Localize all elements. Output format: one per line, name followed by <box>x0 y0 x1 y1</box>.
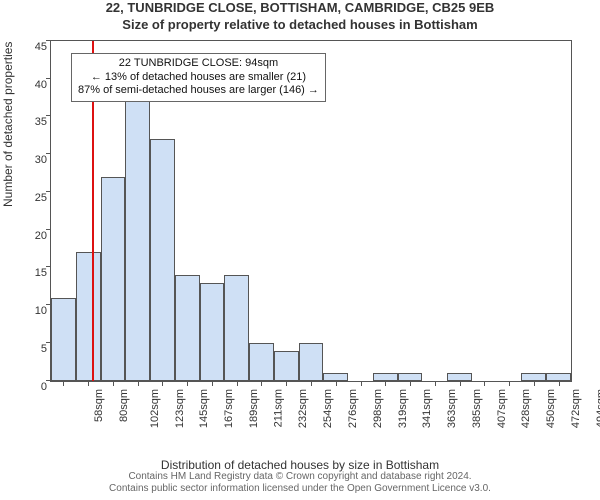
y-tick-mark <box>46 191 51 192</box>
x-tick-label: 189sqm <box>248 389 260 428</box>
footer-line-1: Contains HM Land Registry data © Crown c… <box>0 471 600 483</box>
x-tick-label: 276sqm <box>347 389 359 428</box>
y-tick-mark <box>46 153 51 154</box>
histogram-bar <box>200 283 225 381</box>
histogram-bar <box>299 343 324 381</box>
x-tick-label: 319sqm <box>397 389 409 428</box>
y-tick-label: 10 <box>23 305 47 317</box>
histogram-bar <box>249 343 274 381</box>
chart-plot-area: 05101520253035404558sqm80sqm102sqm123sqm… <box>50 40 572 382</box>
x-tick-mark <box>311 381 312 386</box>
x-tick-label: 123sqm <box>174 389 186 428</box>
x-tick-label: 254sqm <box>322 389 334 428</box>
annotation-line: 87% of semi-detached houses are larger (… <box>78 84 319 98</box>
x-tick-label: 80sqm <box>118 389 130 422</box>
histogram-bar <box>150 139 175 381</box>
x-tick-mark <box>336 381 337 386</box>
histogram-bar <box>323 373 348 381</box>
histogram-bar <box>274 351 299 381</box>
x-tick-mark <box>187 381 188 386</box>
y-axis-label: Number of detached properties <box>1 42 15 207</box>
y-tick-label: 20 <box>23 230 47 242</box>
y-tick-mark <box>46 40 51 41</box>
histogram-bar <box>125 101 150 381</box>
histogram-bar <box>101 177 126 381</box>
x-tick-label: 385sqm <box>471 389 483 428</box>
x-tick-mark <box>162 381 163 386</box>
chart-title: 22, TUNBRIDGE CLOSE, BOTTISHAM, CAMBRIDG… <box>0 0 600 34</box>
x-tick-label: 428sqm <box>520 389 532 428</box>
x-tick-label: 407sqm <box>496 389 508 428</box>
x-tick-mark <box>509 381 510 386</box>
x-tick-mark <box>237 381 238 386</box>
x-tick-label: 58sqm <box>93 389 105 422</box>
title-line-2: Size of property relative to detached ho… <box>0 17 600 34</box>
y-tick-label: 25 <box>23 192 47 204</box>
x-tick-label: 145sqm <box>199 389 211 428</box>
x-tick-label: 167sqm <box>223 389 235 428</box>
y-tick-label: 15 <box>23 267 47 279</box>
annotation-line: 22 TUNBRIDGE CLOSE: 94sqm <box>78 57 319 71</box>
footer-attribution: Contains HM Land Registry data © Crown c… <box>0 471 600 495</box>
y-tick-label: 0 <box>23 381 47 393</box>
x-tick-label: 341sqm <box>421 389 433 428</box>
histogram-bar <box>398 373 423 381</box>
histogram-bar <box>224 275 249 381</box>
x-tick-mark <box>534 381 535 386</box>
x-tick-mark <box>559 381 560 386</box>
x-tick-mark <box>385 381 386 386</box>
x-tick-mark <box>460 381 461 386</box>
x-tick-mark <box>113 381 114 386</box>
x-tick-label: 298sqm <box>372 389 384 428</box>
x-tick-mark <box>484 381 485 386</box>
y-tick-label: 35 <box>23 116 47 128</box>
x-tick-label: 494sqm <box>595 389 600 428</box>
y-tick-label: 5 <box>23 343 47 355</box>
histogram-bar <box>373 373 398 381</box>
y-tick-mark <box>46 78 51 79</box>
histogram-bar <box>175 275 200 381</box>
x-tick-mark <box>435 381 436 386</box>
y-tick-mark <box>46 266 51 267</box>
annotation-box: 22 TUNBRIDGE CLOSE: 94sqm← 13% of detach… <box>71 53 326 102</box>
x-axis-label: Distribution of detached houses by size … <box>0 458 600 472</box>
x-tick-label: 363sqm <box>446 389 458 428</box>
y-tick-label: 45 <box>23 41 47 53</box>
x-tick-mark <box>63 381 64 386</box>
x-tick-mark <box>88 381 89 386</box>
title-line-1: 22, TUNBRIDGE CLOSE, BOTTISHAM, CAMBRIDG… <box>0 0 600 17</box>
x-tick-label: 472sqm <box>570 389 582 428</box>
histogram-bar <box>546 373 571 381</box>
histogram-bar <box>521 373 546 381</box>
histogram-bar <box>447 373 472 381</box>
histogram-bar <box>51 298 76 381</box>
y-tick-label: 40 <box>23 79 47 91</box>
x-tick-mark <box>261 381 262 386</box>
x-tick-mark <box>212 381 213 386</box>
x-tick-mark <box>286 381 287 386</box>
y-tick-label: 30 <box>23 154 47 166</box>
x-tick-mark <box>410 381 411 386</box>
x-tick-mark <box>138 381 139 386</box>
annotation-line: ← 13% of detached houses are smaller (21… <box>78 71 319 85</box>
x-tick-label: 102sqm <box>149 389 161 428</box>
x-tick-mark <box>361 381 362 386</box>
y-tick-mark <box>46 115 51 116</box>
x-tick-label: 232sqm <box>298 389 310 428</box>
footer-line-2: Contains public sector information licen… <box>0 483 600 495</box>
x-tick-label: 450sqm <box>545 389 557 428</box>
y-tick-mark <box>46 229 51 230</box>
histogram-bar <box>76 252 101 380</box>
x-tick-label: 211sqm <box>272 389 284 427</box>
